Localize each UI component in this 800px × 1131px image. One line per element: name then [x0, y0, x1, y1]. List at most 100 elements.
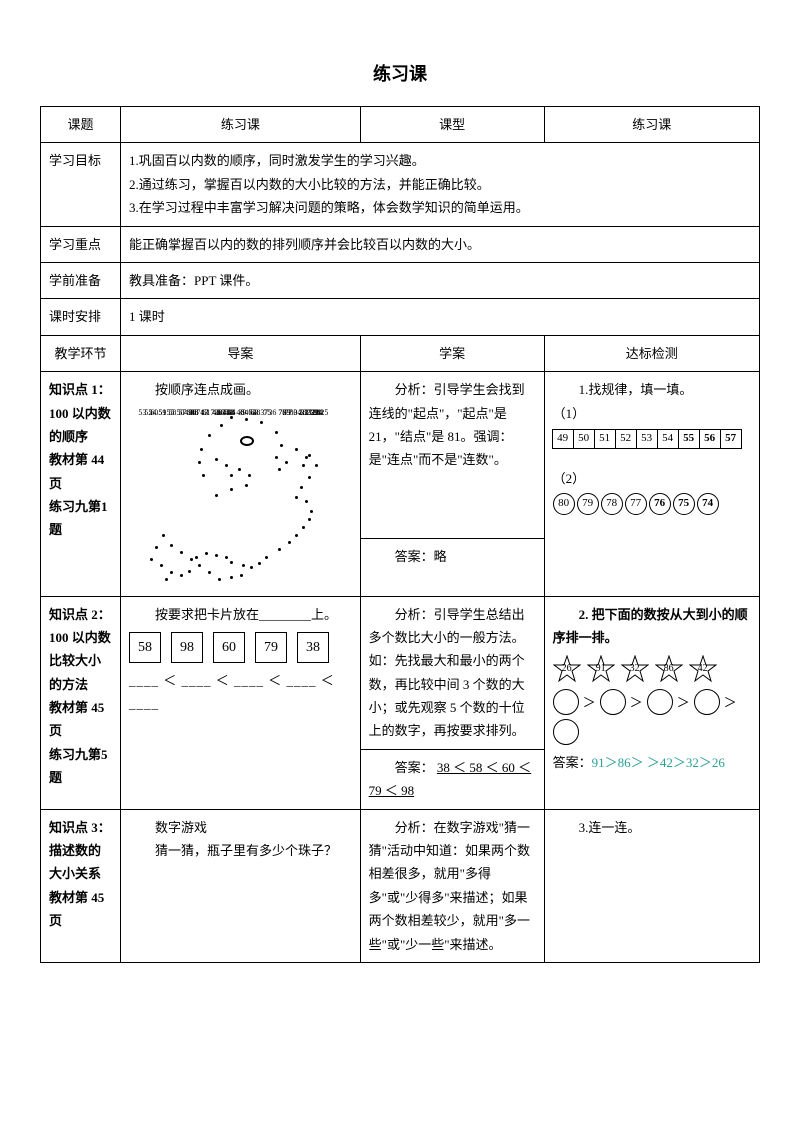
seq2-circles: 80797877767574 — [553, 493, 719, 515]
page-title: 练习课 — [40, 60, 760, 86]
blank-circle — [553, 719, 579, 745]
kp2-guide: 按要求把卡片放在________上。 58 98 60 79 38 ____ ＜ ___… — [121, 596, 361, 809]
kp3-l3: 教材第 45页 — [49, 886, 112, 933]
key-label: 学习重点 — [41, 226, 121, 262]
seq1-box: 52 — [615, 429, 637, 449]
bigcircles-row: ＞ ＞ ＞ ＞ — [553, 689, 751, 745]
kp3-check-title: 3.连一连。 — [553, 816, 751, 839]
key-value: 能正确掌握百以内的数的排列顺序并会比较百以内数的大小。 — [121, 226, 760, 262]
kp1-l3: 教材第 44页 — [49, 448, 112, 495]
number-card: 98 — [171, 632, 203, 663]
number-card: 38 — [297, 632, 329, 663]
kp3-guide: 数字游戏 猜一猜，瓶子里有多少个珠子？ — [121, 809, 361, 962]
kp1-l2: 100 以内数的顺序 — [49, 402, 112, 449]
seq1-box: 57 — [720, 429, 742, 449]
goal-value: 1.巩固百以内数的顺序，同时激发学生的学习兴趣。 2.通过练习，掌握百以内数的大… — [121, 143, 760, 226]
kp1-check-p1: （1） — [553, 402, 751, 425]
prep-label: 学前准备 — [41, 262, 121, 298]
type-value: 练习课 — [544, 107, 759, 143]
lesson-table: 课题 练习课 课型 练习课 学习目标 1.巩固百以内数的顺序，同时激发学生的学习… — [40, 106, 760, 963]
kp3-l1: 知识点 3： — [49, 816, 112, 839]
dots-figure: 73 74 75 76 77 72 71 70 69 68 67 66 65 6… — [130, 406, 350, 586]
kp1-guide-text: 按顺序连点成画。 — [129, 378, 352, 401]
goal-label: 学习目标 — [41, 143, 121, 226]
kp1-l1: 知识点 1： — [49, 378, 112, 401]
seq2-circle: 79 — [577, 493, 599, 515]
star-icon: 91 — [587, 655, 615, 683]
kp1-check-title: 1.找规律，填一填。 — [553, 378, 751, 401]
star-icon: 42 — [689, 655, 717, 683]
check-header: 达标检测 — [544, 335, 759, 371]
kp2-sa-label: 答案： — [395, 760, 434, 775]
star-icon: 86 — [655, 655, 683, 683]
kp2-l2: 100 以内数比较大小的方法 — [49, 626, 112, 696]
kp1-guide: 按顺序连点成画。 73 74 75 76 77 72 71 70 69 68 6… — [121, 372, 361, 596]
number-card: 79 — [255, 632, 287, 663]
eye-icon — [240, 436, 254, 446]
kp1-check: 1.找规律，填一填。 （1） 495051525354555657 （2） 80… — [544, 372, 759, 596]
star-icon: 32 — [621, 655, 649, 683]
cards-row: 58 98 60 79 38 — [129, 632, 329, 663]
kp1-study-answer: 答案：略 — [360, 539, 544, 596]
kp2-sa-value: 38 ＜ 58 ＜ 60 ＜ 79 ＜ 98 — [369, 760, 532, 798]
kp3-guide-l1: 数字游戏 — [129, 816, 352, 839]
blank-circle — [600, 689, 626, 715]
seq1-box: 56 — [699, 429, 721, 449]
kp3-analysis-text: 分析：在数字游戏"猜一猜"活动中知道：如果两个数相差很多，就用"多得多"或"少得… — [369, 816, 536, 956]
blank-circle — [694, 689, 720, 715]
kp2-study-answer: 答案： 38 ＜ 58 ＜ 60 ＜ 79 ＜ 98 — [360, 749, 544, 809]
seq2-circle: 77 — [625, 493, 647, 515]
kp3-guide-l2: 猜一猜，瓶子里有多少个珠子？ — [129, 839, 352, 862]
kp2-answer-value: 91＞86＞ ＞42＞32＞26 — [592, 755, 725, 770]
seq2-circle: 76 — [649, 493, 671, 515]
stage-header: 教学环节 — [41, 335, 121, 371]
kp2-l4: 练习九第5 题 — [49, 743, 112, 790]
kp2-analysis-text: 分析：引导学生总结出多个数比大小的一般方法。如：先找最大和最小的两个数，再比较中… — [369, 603, 536, 743]
seq1-box: 53 — [636, 429, 658, 449]
kp2-check: 2. 把下面的数按从大到小的顺序排一排。 2691328642 ＞ ＞ ＞ ＞ … — [544, 596, 759, 809]
kp2-l3: 教材第 45页 — [49, 696, 112, 743]
kp3-study: 分析：在数字游戏"猜一猜"活动中知道：如果两个数相差很多，就用"多得多"或"少得… — [360, 809, 544, 962]
blank-circle — [647, 689, 673, 715]
kp3-check: 3.连一连。 — [544, 809, 759, 962]
topic-value: 练习课 — [121, 107, 361, 143]
guide-header: 导案 — [121, 335, 361, 371]
seq2-circle: 78 — [601, 493, 623, 515]
kp1-analysis-text: 分析：引导学生会找到连线的"起点"，"起点"是 21，"结点"是 81。强调：是… — [369, 378, 536, 472]
kp2-label: 知识点 2： 100 以内数比较大小的方法 教材第 45页 练习九第5 题 — [41, 596, 121, 809]
seq1-box: 54 — [657, 429, 679, 449]
goal-line-1: 1.巩固百以内数的顺序，同时激发学生的学习兴趣。 — [129, 149, 751, 172]
kp2-check-title: 2. 把下面的数按从大到小的顺序排一排。 — [553, 607, 748, 645]
seq2-circle: 80 — [553, 493, 575, 515]
kp1-check-p2: （2） — [553, 467, 751, 490]
sched-value: 1 课时 — [121, 299, 760, 335]
prep-value: 教具准备：PPT 课件。 — [121, 262, 760, 298]
topic-label: 课题 — [41, 107, 121, 143]
kp2-guide-text: 按要求把卡片放在________上。 — [129, 603, 352, 626]
blank-circle — [553, 689, 579, 715]
stars-row: 2691328642 — [553, 655, 751, 683]
kp3-l2: 描述数的大小关系 — [49, 839, 112, 886]
seq1-box: 51 — [594, 429, 616, 449]
seq1-boxes: 495051525354555657 — [553, 429, 742, 449]
kp1-answer-text: 答案：略 — [369, 545, 536, 568]
kp2-blanks: ____ ＜ ____ ＜ ____ ＜ ____ ＜ ____ — [129, 669, 352, 716]
seq1-box: 50 — [573, 429, 595, 449]
kp1-label: 知识点 1： 100 以内数的顺序 教材第 44页 练习九第1 题 — [41, 372, 121, 596]
kp1-study-analysis: 分析：引导学生会找到连线的"起点"，"起点"是 21，"结点"是 81。强调：是… — [360, 372, 544, 539]
seq1-box: 55 — [678, 429, 700, 449]
goal-line-3: 3.在学习过程中丰富学习解决问题的策略，体会数学知识的简单运用。 — [129, 196, 751, 219]
star-icon: 26 — [553, 655, 581, 683]
kp2-answer-label: 答案： — [553, 755, 592, 770]
seq1-box: 49 — [552, 429, 574, 449]
kp2-l1: 知识点 2： — [49, 603, 112, 626]
goal-line-2: 2.通过练习，掌握百以内数的大小比较的方法，并能正确比较。 — [129, 173, 751, 196]
seq2-circle: 74 — [697, 493, 719, 515]
kp1-l4: 练习九第1 题 — [49, 495, 112, 542]
number-card: 60 — [213, 632, 245, 663]
number-card: 58 — [129, 632, 161, 663]
kp3-label: 知识点 3： 描述数的大小关系 教材第 45页 — [41, 809, 121, 962]
sched-label: 课时安排 — [41, 299, 121, 335]
study-header: 学案 — [360, 335, 544, 371]
seq2-circle: 75 — [673, 493, 695, 515]
